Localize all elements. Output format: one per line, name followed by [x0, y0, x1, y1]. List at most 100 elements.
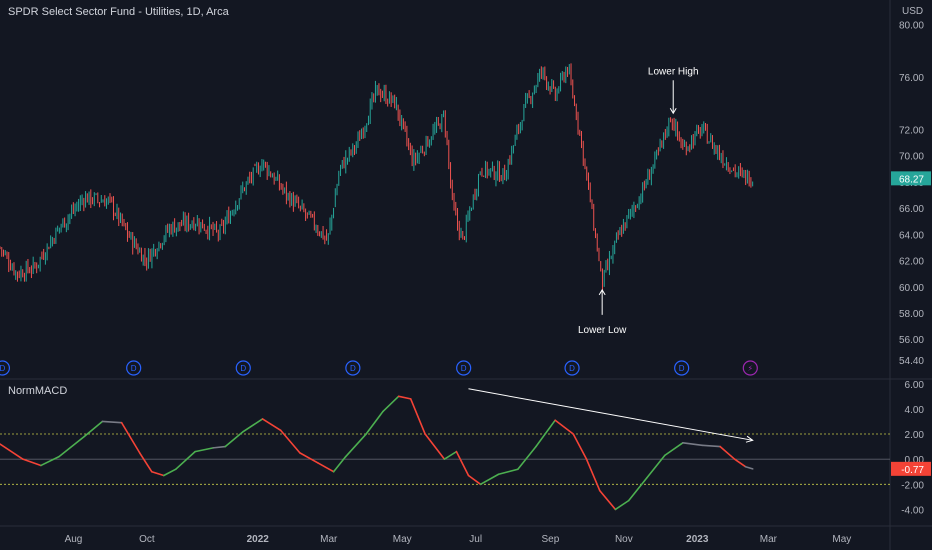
normmacd-segment[interactable] — [332, 455, 347, 473]
normmacd-segment[interactable] — [175, 450, 196, 471]
dividend-marker[interactable] — [235, 360, 251, 376]
axes: 54.4056.0058.0060.0062.0064.0066.0068.00… — [65, 21, 931, 545]
dividend-marker-label: D — [350, 364, 356, 373]
normmacd-segment[interactable] — [22, 458, 42, 467]
time-tick-label: Nov — [615, 534, 633, 545]
price-tick-label: 62.00 — [899, 257, 924, 268]
normmacd-segment[interactable] — [614, 499, 630, 511]
price-tick-label: 76.00 — [899, 73, 924, 84]
time-tick-label: Aug — [65, 534, 83, 545]
normmacd-segment[interactable] — [572, 433, 588, 460]
chart-title: SPDR Select Sector Fund - Utilities, 1D,… — [8, 6, 229, 18]
normmacd-segment[interactable] — [409, 398, 426, 435]
normmacd-segment[interactable] — [719, 445, 736, 460]
normmacd-segment[interactable] — [224, 430, 245, 448]
normmacd-segment[interactable] — [83, 420, 104, 438]
normmacd-segment[interactable] — [138, 452, 153, 473]
normmacd-segment[interactable] — [455, 450, 470, 477]
time-tick-label: Mar — [320, 534, 338, 545]
normmacd-segment[interactable] — [150, 470, 165, 477]
price-tick-label: 66.00 — [899, 204, 924, 215]
dividend-marker-label: D — [461, 364, 467, 373]
price-tick-label: 60.00 — [899, 283, 924, 294]
normmacd-segment[interactable] — [443, 450, 458, 460]
normmacd-segment[interactable] — [682, 442, 703, 447]
event-markers[interactable]: D D D D D D D ⚡ — [0, 360, 758, 376]
normmacd-segment[interactable] — [317, 462, 335, 473]
arrow-head — [669, 108, 677, 115]
normmacd-segment[interactable] — [194, 447, 214, 453]
normmacd-segment[interactable] — [585, 458, 601, 492]
price-tick-label: 58.00 — [899, 309, 924, 320]
trendline-arrow-head — [745, 435, 754, 443]
normmacd-segment[interactable] — [701, 444, 721, 448]
normmacd-segment[interactable] — [162, 468, 177, 477]
time-tick-label: Jul — [469, 534, 482, 545]
indicator-value-label: -0.77 — [901, 465, 924, 476]
normmacd-segment[interactable] — [517, 445, 537, 471]
price-tick-label: 70.00 — [899, 152, 924, 163]
indicator-tick-label: 0.00 — [905, 455, 925, 466]
dividend-marker[interactable] — [0, 360, 11, 376]
normmacd-segment[interactable] — [242, 418, 264, 433]
normmacd-segment[interactable] — [299, 452, 319, 464]
normmacd-segment[interactable] — [58, 435, 86, 458]
annotation-label: Lower High — [648, 66, 699, 77]
time-tick-label: 2023 — [686, 534, 709, 545]
dividend-marker[interactable] — [345, 360, 361, 376]
arrow-head — [598, 288, 606, 296]
price-tick-label: 56.00 — [899, 335, 924, 346]
normmacd-segment[interactable] — [424, 433, 446, 460]
normmacd-segment[interactable] — [365, 410, 384, 435]
dividend-marker[interactable] — [456, 360, 472, 376]
normmacd-segment[interactable] — [261, 418, 282, 432]
price-tick-label: 72.00 — [899, 125, 924, 136]
annotation-label: Lower Low — [578, 325, 627, 336]
divergence-trendline[interactable] — [468, 388, 753, 441]
dividend-marker[interactable] — [564, 360, 580, 376]
dividend-marker[interactable] — [674, 360, 690, 376]
indicator-title: NormMACD — [8, 385, 68, 397]
normmacd-segment[interactable] — [535, 419, 556, 448]
normmacd-segment[interactable] — [344, 433, 367, 458]
normmacd-segment[interactable] — [279, 429, 301, 454]
last-price-label: 68.27 — [899, 174, 924, 185]
normmacd-segment[interactable] — [120, 421, 141, 454]
normmacd-segment[interactable] — [497, 468, 519, 476]
normmacd-segment[interactable] — [663, 442, 684, 457]
time-tick-label: 2022 — [247, 534, 270, 545]
price-annotations: Lower High Lower Low — [578, 66, 699, 336]
dividend-marker-label: D — [131, 364, 137, 373]
normmacd-segment[interactable] — [554, 419, 575, 435]
normmacd-segment[interactable] — [212, 445, 227, 449]
price-candles[interactable] — [0, 63, 754, 291]
split-marker-label: ⚡ — [747, 364, 753, 373]
dividend-marker[interactable] — [126, 360, 142, 376]
normmacd-segment[interactable] — [645, 454, 666, 479]
normmacd-segment[interactable] — [101, 420, 123, 424]
indicator-value-badge — [891, 461, 931, 476]
normmacd-segment[interactable] — [479, 473, 500, 486]
normmacd-segment[interactable] — [40, 455, 60, 467]
dividend-marker-label: D — [240, 364, 246, 373]
time-tick-label: May — [393, 534, 412, 545]
normmacd-segment[interactable] — [382, 395, 400, 413]
split-marker[interactable] — [742, 360, 758, 376]
price-tick-label: 64.00 — [899, 230, 924, 241]
normmacd-segment[interactable] — [598, 489, 617, 511]
normmacd-segment[interactable] — [744, 465, 754, 470]
price-tick-label: 54.40 — [899, 356, 924, 367]
normmacd-segment[interactable] — [0, 443, 24, 460]
dividend-marker-label: D — [679, 364, 685, 373]
normmacd-pane[interactable] — [0, 388, 890, 511]
normmacd-segment[interactable] — [733, 458, 747, 468]
normmacd-segment[interactable] — [467, 474, 482, 486]
indicator-tick-label: -4.00 — [901, 505, 924, 516]
time-tick-label: Sep — [541, 534, 559, 545]
price-tick-label: 80.00 — [899, 21, 924, 32]
normmacd-segment[interactable] — [397, 395, 412, 400]
normmacd-segment[interactable] — [627, 477, 648, 502]
currency-label: USD — [902, 6, 924, 17]
